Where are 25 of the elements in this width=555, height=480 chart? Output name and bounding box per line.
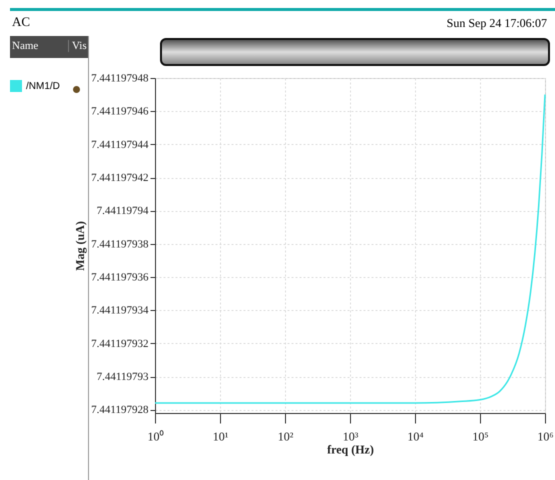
- y-axis-title: Mag (uA): [73, 221, 88, 271]
- y-tick-label: 7.441197942: [91, 172, 148, 184]
- legend-label: /NM1/D: [26, 81, 60, 92]
- x-tick-label: 10¹: [212, 430, 229, 444]
- y-tick-label: 7.441197944: [91, 138, 149, 151]
- x-axis-title: freq (Hz): [327, 442, 374, 456]
- y-tick-label: 7.441197932: [91, 338, 148, 350]
- x-tick-label: 10²: [278, 430, 294, 444]
- y-tick-label: 7.441197938: [91, 238, 149, 250]
- x-tick-label: 10⁵: [472, 430, 489, 444]
- y-tick-label: 7.44119794: [96, 205, 149, 218]
- y-tick-label: 7.441197928: [91, 404, 149, 416]
- text: Vis: [68, 40, 87, 52]
- x-tick-label: 10⁰: [148, 430, 164, 444]
- text: AC: [12, 14, 30, 30]
- text: Name: [12, 40, 38, 52]
- y-tick-label: 7.441197946: [91, 106, 149, 118]
- x-tick-label: 10³: [342, 430, 359, 444]
- x-tick-label: 10⁶: [537, 430, 554, 444]
- y-tick-label: 7.441197934: [91, 304, 149, 317]
- y-tick-label: 7.441197948: [91, 72, 149, 84]
- text: Sun Sep 24 17:06:07: [446, 16, 547, 31]
- y-tick-label: 7.44119793: [96, 371, 149, 384]
- y-tick-label: 7.441197936: [91, 272, 149, 284]
- x-tick-label: 10⁴: [407, 430, 424, 444]
